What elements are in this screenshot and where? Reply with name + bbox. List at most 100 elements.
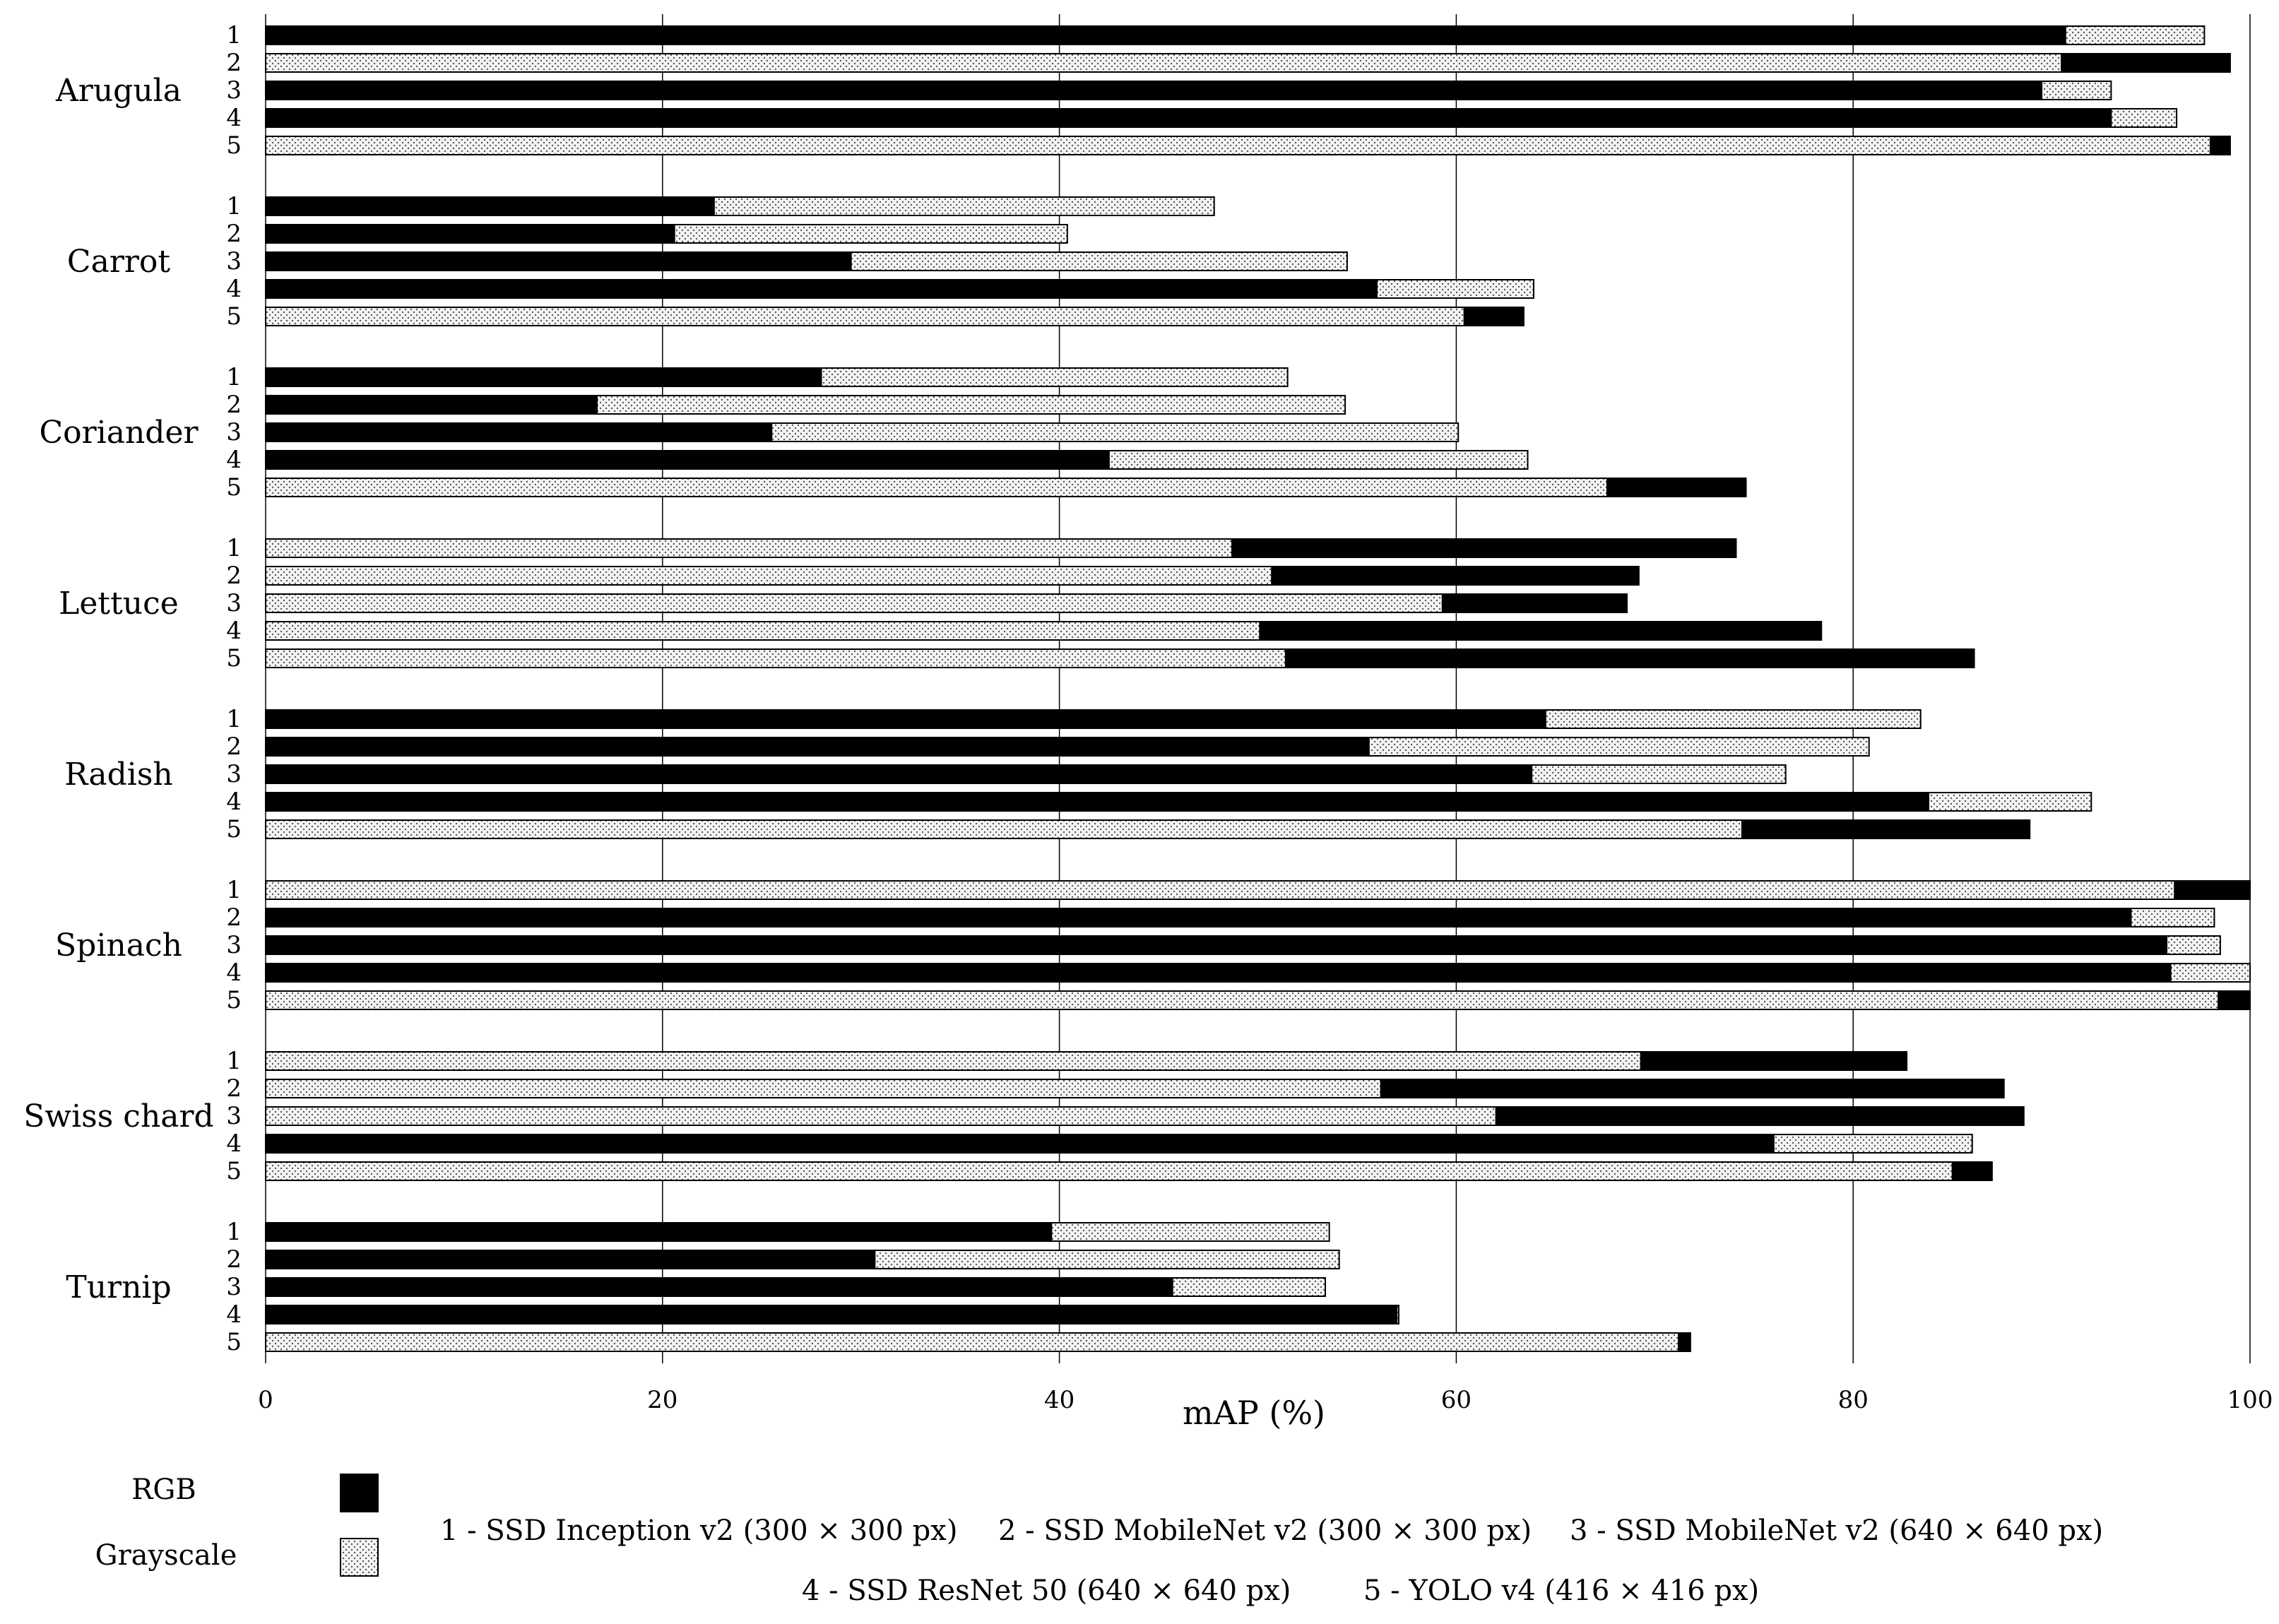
model-index-label: 1 xyxy=(226,876,242,904)
model-index-label: 3 xyxy=(226,76,242,105)
x-tick-label: 80 xyxy=(1838,1386,1869,1414)
legend-model-key: 1 - SSD Inception v2 (300 × 300 px) xyxy=(440,1515,957,1547)
model-index-label: 5 xyxy=(226,986,242,1014)
bar-rgb xyxy=(265,963,2172,983)
model-index-label: 3 xyxy=(226,247,242,275)
bar-rgb xyxy=(265,422,773,442)
bar-grayscale xyxy=(265,307,1465,326)
x-tick-label: 60 xyxy=(1441,1386,1472,1414)
bar-rgb xyxy=(265,1250,876,1269)
bar-rgb xyxy=(265,196,715,216)
model-index-label: 3 xyxy=(226,760,242,788)
model-index-label: 4 xyxy=(226,446,242,474)
legend-model-key: 4 - SSD ResNet 50 (640 × 640 px) xyxy=(802,1575,1291,1607)
model-index-label: 2 xyxy=(226,1074,242,1103)
bar-grayscale xyxy=(265,478,1608,497)
bar-rgb xyxy=(265,1134,1775,1154)
model-index-label: 5 xyxy=(226,644,242,672)
category-label: Turnip xyxy=(66,1269,171,1305)
category-label: Swiss chard xyxy=(23,1098,213,1134)
gridlines xyxy=(265,14,2251,1363)
model-index-label: 3 xyxy=(226,589,242,617)
x-tick-label: 40 xyxy=(1044,1386,1075,1414)
bar-rgb xyxy=(265,450,1110,470)
category-label: Coriander xyxy=(39,415,199,451)
model-index-label: 2 xyxy=(226,903,242,932)
model-index-label: 2 xyxy=(226,562,242,590)
model-index-label: 1 xyxy=(226,21,242,49)
bar-rgb xyxy=(265,251,852,271)
model-index-label: 5 xyxy=(226,473,242,502)
bar-rgb xyxy=(265,935,2168,955)
model-index-label: 5 xyxy=(226,1328,242,1356)
bar-rgb xyxy=(265,764,1533,784)
legend-model-key: 3 - SSD MobileNet v2 (640 × 640 px) xyxy=(1570,1515,2103,1547)
model-index-label: 4 xyxy=(226,1300,242,1329)
model-index-label: 2 xyxy=(226,49,242,77)
model-index-label: 1 xyxy=(226,363,242,391)
model-index-label: 1 xyxy=(226,534,242,562)
bar-rgb xyxy=(265,792,1929,812)
bar-rgb xyxy=(265,908,2132,927)
model-index-label: 2 xyxy=(226,391,242,419)
legend-label-grayscale: Grayscale xyxy=(95,1539,237,1572)
category-label: Radish xyxy=(64,757,173,793)
bar-rgb xyxy=(265,737,1370,757)
model-index-label: 5 xyxy=(226,302,242,331)
x-tick-label: 100 xyxy=(2227,1386,2273,1414)
model-index-label: 2 xyxy=(226,733,242,761)
bar-rgb xyxy=(265,224,675,244)
model-index-label: 4 xyxy=(226,959,242,987)
bar-rgb xyxy=(265,81,2043,100)
legend-swatch-grayscale xyxy=(340,1538,379,1577)
bar-grayscale xyxy=(265,880,2176,900)
bar-grayscale xyxy=(265,819,1743,839)
bar-grayscale xyxy=(265,648,1286,668)
legend: RGB Grayscale 1 - SSD Inception v2 (300 × … xyxy=(95,1474,2103,1607)
x-tick-label: 0 xyxy=(258,1386,273,1414)
model-index-label: 1 xyxy=(226,1047,242,1075)
bar-grayscale xyxy=(265,1051,1642,1071)
bar-rgb xyxy=(265,1305,1398,1324)
legend-swatch-rgb xyxy=(340,1474,379,1512)
model-index-label: 4 xyxy=(226,275,242,303)
labels: Arugula12345Carrot12345Coriander12345Let… xyxy=(23,21,242,1356)
model-index-label: 5 xyxy=(226,1157,242,1185)
bar-rgb xyxy=(265,1222,1053,1242)
bar-grayscale xyxy=(265,538,1233,558)
bar-rgb xyxy=(265,25,2066,45)
model-index-label: 1 xyxy=(226,192,242,220)
bar-rgb xyxy=(265,709,1546,729)
legend-model-key: 2 - SSD MobileNet v2 (300 × 300 px) xyxy=(998,1515,1532,1547)
model-index-label: 4 xyxy=(226,1130,242,1158)
model-index-label: 5 xyxy=(226,131,242,160)
bar-grayscale xyxy=(265,1332,1680,1352)
model-index-label: 5 xyxy=(226,815,242,843)
model-index-label: 3 xyxy=(226,1102,242,1130)
bar-rgb xyxy=(265,395,598,415)
legend-model-key: 5 - YOLO v4 (416 × 416 px) xyxy=(1363,1575,1759,1607)
bar-grayscale xyxy=(265,621,1261,641)
model-index-label: 1 xyxy=(226,705,242,733)
model-index-label: 1 xyxy=(226,1218,242,1246)
bar-rgb xyxy=(265,367,822,387)
legend-label-rgb: RGB xyxy=(131,1474,196,1506)
bar-rgb xyxy=(265,1277,1173,1297)
category-label: Carrot xyxy=(67,244,170,280)
category-label: Spinach xyxy=(55,927,182,964)
model-index-label: 3 xyxy=(226,418,242,446)
model-index-label: 2 xyxy=(226,220,242,248)
model-index-label: 2 xyxy=(226,1245,242,1274)
bar-rgb xyxy=(265,279,1378,299)
bars xyxy=(265,25,2251,1352)
x-axis-title: mAP (%) xyxy=(1183,1394,1325,1432)
x-tick-label: 20 xyxy=(647,1386,677,1414)
bar-grayscale xyxy=(265,1079,1382,1098)
bar-grayscale xyxy=(265,1161,1953,1181)
bar-grayscale xyxy=(265,136,2211,155)
x-axis: 0 20 40 60 80 100 xyxy=(258,1386,2273,1414)
bar-grayscale xyxy=(265,593,1443,613)
category-label: Arugula xyxy=(55,73,182,109)
model-index-label: 3 xyxy=(226,931,242,959)
